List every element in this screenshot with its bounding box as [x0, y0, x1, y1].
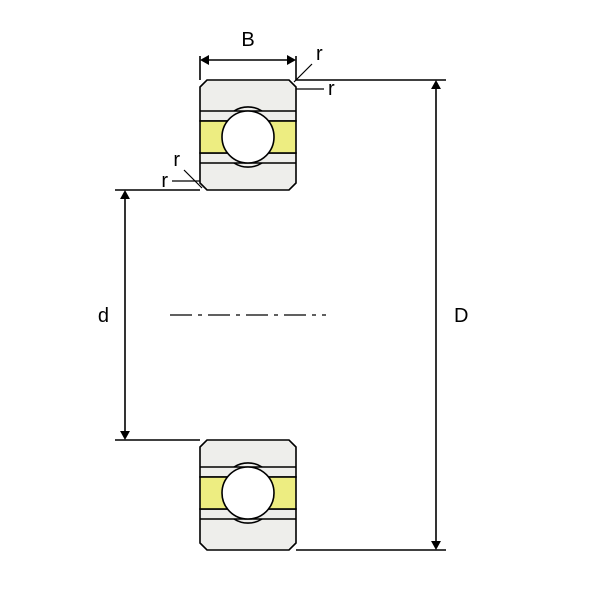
dimension-label: D	[454, 305, 468, 327]
dimension-label: r	[161, 170, 168, 192]
dimension-label: B	[241, 29, 254, 51]
arrowhead	[431, 541, 441, 550]
ball-element	[222, 467, 274, 519]
arrowhead	[120, 190, 130, 199]
bearing-diagram: BDdrrrr	[0, 0, 600, 600]
dimension-label: d	[98, 305, 109, 327]
arrowhead	[431, 80, 441, 89]
arrowhead	[200, 55, 209, 65]
arrowhead	[120, 431, 130, 440]
arrowhead	[287, 55, 296, 65]
dimension-label: r	[328, 78, 335, 100]
dimension-label: r	[173, 149, 180, 171]
ball-element	[222, 111, 274, 163]
dimension-label: r	[316, 43, 323, 65]
